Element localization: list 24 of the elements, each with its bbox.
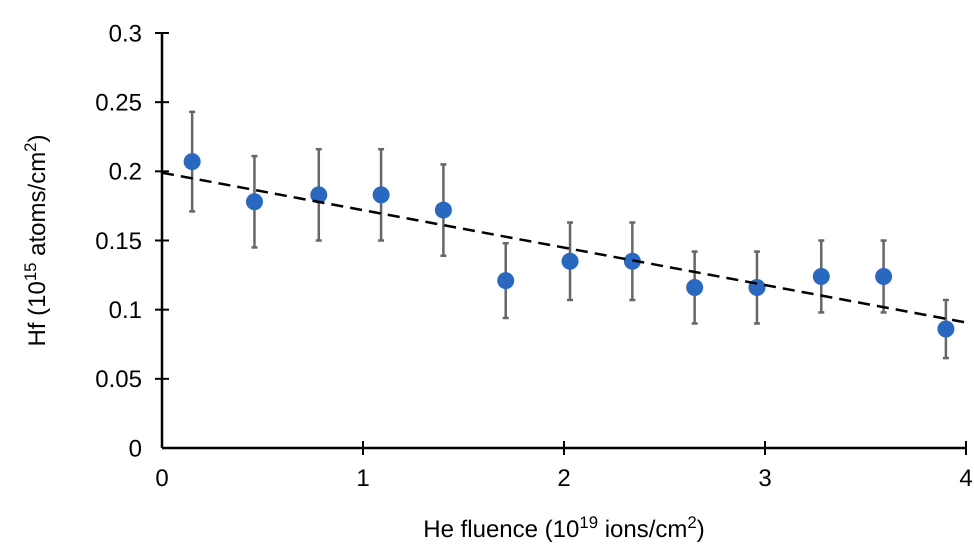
point [937,320,954,338]
y-tick-label: 0.2 [108,158,142,186]
point [686,279,704,296]
point [434,202,452,219]
point [562,252,579,270]
point [497,272,514,290]
y-tick-label: 0.05 [95,366,142,394]
point [184,153,201,170]
y-tick-label: 0.25 [95,90,142,117]
x-tick-label: 2 [557,465,571,492]
x-axis-title: He fluence (10$^{19}$ ions/cm$^{2}$) [423,512,705,543]
x-tick-label: 4 [959,465,973,492]
x-tick-label: 0 [155,465,169,492]
y-tick-label: 0.15 [95,228,142,255]
y-tick-label: 0 [128,435,142,462]
point [372,186,390,204]
x-tick-label: 3 [758,465,772,492]
point [875,268,892,285]
y-tick-label: 0.3 [108,20,142,48]
y-tick-label: 0.1 [108,297,142,324]
point [246,193,263,210]
x-tick-label: 1 [356,465,370,492]
point [812,268,830,285]
point [748,279,766,296]
